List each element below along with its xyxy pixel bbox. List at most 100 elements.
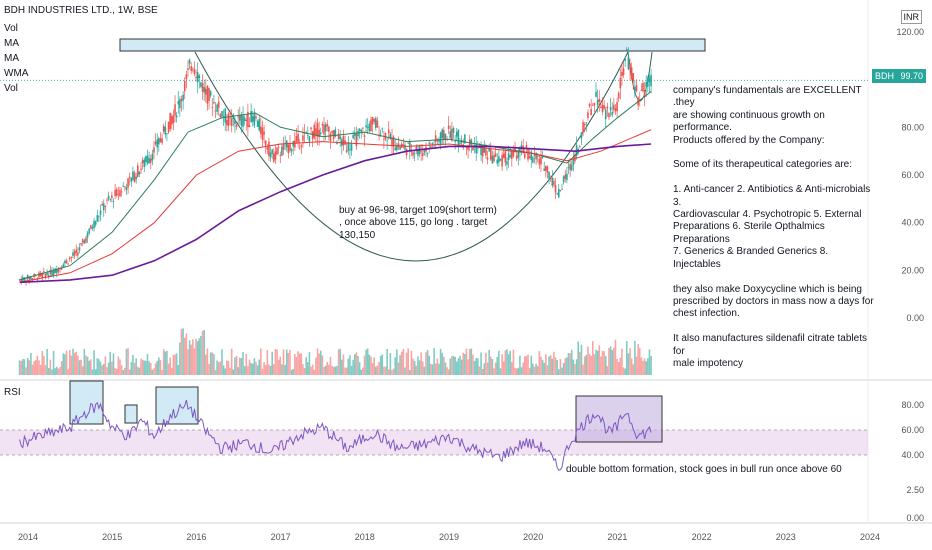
volume-bar	[412, 358, 414, 375]
candle-body	[248, 125, 251, 127]
volume-bar	[90, 359, 92, 375]
candle-body	[148, 158, 150, 164]
volume-bar	[166, 350, 168, 375]
volume-bar	[523, 356, 526, 375]
candle-body	[224, 108, 227, 123]
candle-body	[519, 146, 521, 153]
volume-bar	[59, 366, 61, 375]
candle-body	[603, 105, 605, 109]
candle-body	[523, 153, 526, 158]
volume-bar	[213, 353, 215, 375]
candle-body	[260, 126, 262, 134]
volume-bar	[514, 367, 516, 375]
candle-body	[209, 91, 212, 96]
candle-body	[326, 123, 329, 127]
volume-bar	[600, 356, 602, 375]
volume-bar	[449, 358, 452, 375]
rsi-line	[19, 399, 652, 471]
volume-bar	[315, 357, 317, 375]
volume-bar	[355, 352, 358, 375]
volume-bar	[60, 361, 63, 375]
candle-body	[507, 153, 510, 161]
candle-body	[574, 154, 576, 161]
volume-bar	[206, 348, 209, 375]
volume-bar	[566, 357, 568, 375]
volume-bar	[347, 358, 350, 375]
candle-body	[145, 156, 147, 163]
volume-bar	[493, 368, 495, 375]
volume-bar	[201, 330, 204, 375]
candle-body	[554, 184, 557, 193]
candle-body	[169, 112, 171, 130]
volume-bar	[475, 357, 478, 375]
volume-bar	[164, 351, 167, 375]
volume-bar	[324, 365, 327, 375]
volume-bar	[426, 350, 429, 375]
volume-bar	[285, 349, 288, 375]
candle-body	[472, 147, 474, 151]
volume-bar	[452, 355, 455, 375]
volume-bar	[409, 369, 411, 375]
candle-body	[337, 133, 340, 139]
candle-body	[81, 239, 84, 243]
volume-bar	[72, 348, 74, 375]
volume-bar	[621, 348, 623, 375]
candle-body	[363, 135, 366, 137]
volume-bar	[451, 356, 453, 375]
volume-bar	[349, 355, 351, 375]
volume-bar	[68, 350, 71, 375]
candle-body	[439, 132, 442, 144]
candle-body	[56, 269, 58, 274]
candle-body	[413, 152, 416, 154]
volume-bar	[195, 338, 197, 375]
candle-body	[399, 146, 401, 150]
candle-body	[242, 115, 244, 127]
candle-body	[102, 203, 105, 211]
volume-bar	[480, 352, 482, 375]
candle-body	[496, 159, 499, 164]
candle-body	[18, 279, 21, 281]
candle-body	[132, 171, 134, 181]
volume-bar	[647, 358, 649, 375]
volume-bar	[538, 351, 541, 375]
volume-bar	[316, 348, 319, 375]
price-tick-label: 120.00	[896, 27, 924, 37]
volume-bar	[407, 348, 409, 375]
volume-bar	[279, 356, 282, 375]
volume-bar	[256, 365, 259, 375]
price-tick-label: 0.00	[906, 313, 924, 323]
volume-bar	[156, 360, 159, 375]
candle-body	[616, 102, 618, 112]
candle-body	[115, 189, 118, 196]
candle-body	[454, 141, 456, 143]
candle-body	[600, 106, 602, 109]
volume-bar	[410, 350, 413, 375]
candle-body	[143, 159, 146, 167]
volume-bar	[545, 354, 547, 375]
volume-bar	[627, 353, 630, 375]
volume-bar	[62, 353, 65, 375]
volume-bar	[258, 359, 261, 375]
candle-body	[161, 138, 163, 143]
candle-body	[604, 109, 607, 120]
volume-bar	[31, 364, 34, 375]
candle-body	[167, 121, 170, 133]
candle-body	[264, 140, 267, 146]
candle-body	[68, 257, 71, 260]
rsi-box-2	[124, 404, 138, 424]
x-tick-label: 2019	[439, 532, 459, 542]
volume-bar	[569, 353, 571, 375]
candle-body	[566, 173, 568, 181]
candle-body	[551, 177, 554, 186]
candle-body	[287, 144, 290, 154]
volume-bar	[423, 366, 426, 375]
candle-body	[457, 129, 460, 145]
volume-bar	[443, 356, 445, 375]
candle-body	[216, 104, 218, 112]
x-tick-label: 2024	[860, 532, 880, 542]
candle-body	[300, 145, 303, 147]
candle-body	[580, 132, 583, 139]
volume-bar	[226, 360, 228, 375]
candle-body	[475, 144, 478, 154]
